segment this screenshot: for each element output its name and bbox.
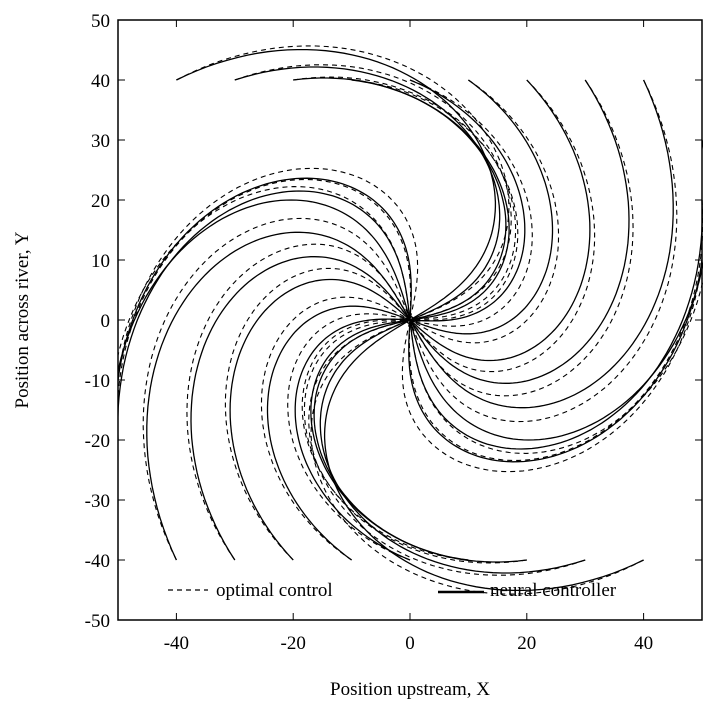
optimal-control-trajectory xyxy=(409,79,596,373)
y-tick-label: 30 xyxy=(91,131,110,152)
neural-controller-trajectory xyxy=(118,199,411,500)
optimal-control-trajectory xyxy=(118,178,412,440)
x-axis-label: Position upstream, X xyxy=(330,679,490,700)
optimal-control-trajectory xyxy=(351,79,519,321)
neural-controller-trajectory xyxy=(190,256,411,561)
neural-controller-trajectory xyxy=(408,259,703,463)
y-tick-label: -10 xyxy=(85,371,110,392)
trajectory-curves xyxy=(118,45,703,595)
optimal-control-trajectory xyxy=(308,319,586,576)
neural-controller-trajectory xyxy=(118,190,411,440)
neural-controller-trajectory xyxy=(310,319,469,561)
optimal-control-trajectory xyxy=(409,139,703,454)
legend-label-neural: neural controller xyxy=(490,580,617,601)
neural-controller-trajectory xyxy=(351,79,510,321)
y-axis-label: Position across river, Y xyxy=(12,231,33,408)
target-marker xyxy=(405,315,415,325)
neural-controller-trajectory xyxy=(409,79,591,362)
optimal-control-trajectory xyxy=(310,319,644,595)
optimal-control-trajectory xyxy=(224,267,411,561)
neural-controller-trajectory xyxy=(409,79,674,409)
optimal-control-trajectory xyxy=(409,79,678,423)
tick-labels: -40 -20 0 20 40 50 40 30 20 10 0 -10 -20 -30 -40 -50 xyxy=(85,11,653,654)
neural-controller-trajectory xyxy=(118,177,412,381)
optimal-control-trajectory xyxy=(401,259,703,473)
optimal-control-trajectory xyxy=(118,167,419,381)
neural-controller-trajectory xyxy=(409,79,526,322)
y-tick-label: 10 xyxy=(91,251,110,272)
optimal-control-trajectory xyxy=(186,243,411,561)
neural-controller-trajectory xyxy=(319,319,586,574)
neural-controller-trajectory xyxy=(234,66,501,321)
optimal-control-trajectory xyxy=(409,79,634,397)
optimal-control-trajectory xyxy=(409,79,560,344)
optimal-control-trajectory xyxy=(303,319,527,564)
optimal-control-trajectory xyxy=(118,186,411,500)
y-tick-label: -50 xyxy=(85,611,110,632)
neural-controller-trajectory xyxy=(146,231,411,561)
y-tick-label: -40 xyxy=(85,551,110,572)
neural-controller-trajectory xyxy=(229,278,411,561)
neural-controller-trajectory xyxy=(409,79,630,384)
x-tick-label: -40 xyxy=(164,633,189,654)
optimal-control-trajectory xyxy=(260,296,411,561)
y-tick-label: -30 xyxy=(85,491,110,512)
y-tick-label: -20 xyxy=(85,431,110,452)
x-tick-label: -20 xyxy=(281,633,306,654)
neural-controller-trajectory xyxy=(294,318,411,561)
optimal-control-trajectory xyxy=(142,217,411,561)
legend-label-optimal: optimal control xyxy=(216,580,333,601)
optimal-control-trajectory xyxy=(293,76,517,321)
neural-controller-trajectory xyxy=(266,305,411,561)
optimal-control-trajectory xyxy=(301,319,469,561)
y-tick-label: 20 xyxy=(91,191,110,212)
optimal-control-trajectory xyxy=(408,199,703,462)
x-tick-label: 0 xyxy=(405,633,415,654)
x-tick-label: 40 xyxy=(634,633,653,654)
axis-ticks xyxy=(118,19,702,621)
optimal-control-trajectory xyxy=(234,64,512,321)
x-tick-label: 20 xyxy=(517,633,536,654)
y-tick-label: 40 xyxy=(91,71,110,92)
neural-controller-trajectory xyxy=(409,79,554,335)
y-tick-label: 50 xyxy=(91,11,110,32)
y-tick-label: 0 xyxy=(101,311,111,332)
neural-controller-trajectory xyxy=(409,199,703,450)
optimal-control-trajectory xyxy=(176,45,510,321)
legend: optimal control neural controller xyxy=(168,580,617,601)
